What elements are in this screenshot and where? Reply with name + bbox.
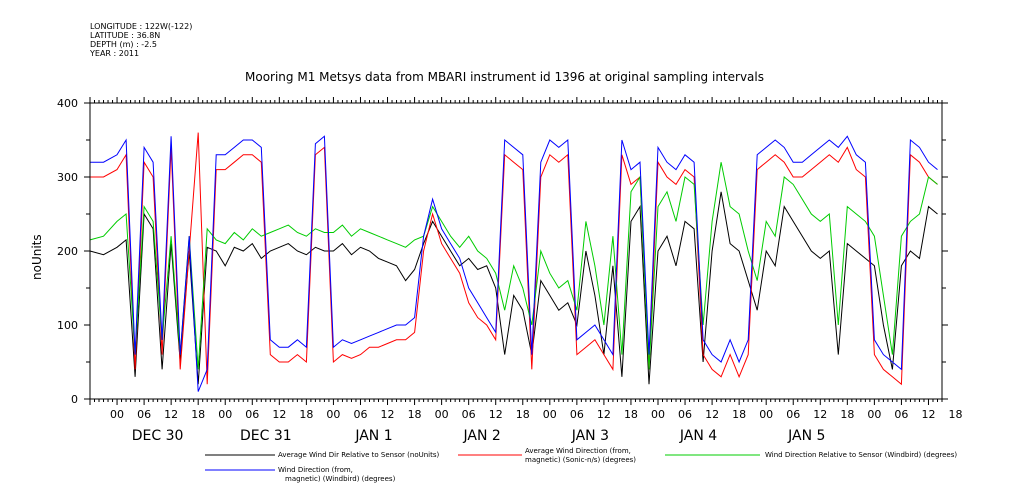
- x-tick-label: 12: [921, 408, 935, 421]
- x-tick-label: 00: [543, 408, 557, 421]
- x-tick-label: 06: [137, 408, 151, 421]
- x-tick-label: 18: [516, 408, 530, 421]
- x-tick-label: 12: [489, 408, 503, 421]
- x-tick-label: 18: [408, 408, 422, 421]
- series-layer: [89, 132, 938, 392]
- legend-label-red-1: Average Wind Direction (from,: [525, 447, 631, 455]
- x-tick-label: 00: [759, 408, 773, 421]
- meta-longitude: LONGITUDE : 122W(-122): [90, 22, 193, 31]
- chart-title: Mooring M1 Metsys data from MBARI instru…: [245, 70, 764, 84]
- x-tick-label: 18: [949, 408, 963, 421]
- meta-year: YEAR : 2011: [90, 49, 140, 58]
- x-tick-label: 12: [597, 408, 611, 421]
- series-line-4: [90, 135, 938, 392]
- series-line-3: [89, 162, 938, 370]
- x-tick-label: 00: [110, 408, 124, 421]
- day-label: JAN 3: [571, 428, 609, 444]
- day-label: DEC 30: [132, 428, 184, 444]
- legend-label-green: Wind Direction Relative to Sensor (Windb…: [765, 451, 958, 459]
- day-label: DEC 31: [240, 428, 292, 444]
- x-tick-label: 00: [326, 408, 340, 421]
- series-line-1: [89, 191, 938, 385]
- day-label: JAN 2: [463, 428, 501, 444]
- meta-latitude: LATITUDE : 36.8N: [90, 31, 161, 40]
- x-tick-label: 06: [894, 408, 908, 421]
- x-tick-label: 06: [570, 408, 584, 421]
- y-tick-label: 300: [57, 171, 78, 184]
- x-tick-label: 06: [678, 408, 692, 421]
- x-tick-label: 06: [462, 408, 476, 421]
- legend-lines: [205, 454, 760, 471]
- y-axis-label: noUnits: [30, 234, 44, 280]
- x-tick-label: 06: [245, 408, 259, 421]
- x-tick-label: 12: [705, 408, 719, 421]
- day-label: JAN 1: [354, 428, 392, 444]
- x-tick-label: 00: [435, 408, 449, 421]
- legend-label-black: Average Wind Dir Relative to Sensor (noU…: [278, 451, 440, 459]
- x-tick-label: 06: [786, 408, 800, 421]
- day-label: JAN 4: [679, 428, 717, 444]
- x-tick-label: 00: [651, 408, 665, 421]
- axes-layer: 0 100 200 300 400 00 06 12 18 00 06 12 18 00 06 12 18 00 0…: [57, 97, 963, 444]
- x-tick-label: 18: [624, 408, 638, 421]
- x-tick-label: 12: [272, 408, 286, 421]
- y-tick-label: 0: [71, 393, 78, 406]
- day-label: JAN 5: [787, 428, 825, 444]
- x-tick-label: 18: [732, 408, 746, 421]
- x-tick-label: 12: [813, 408, 827, 421]
- meta-depth: DEPTH (m) : -2.5: [90, 40, 157, 49]
- x-tick-label: 18: [299, 408, 313, 421]
- legend-label-red-2: magnetic) (Sonic-n/s) (degrees): [525, 456, 637, 464]
- x-tick-label: 00: [218, 408, 232, 421]
- x-tick-label: 18: [840, 408, 854, 421]
- x-tick-label: 06: [353, 408, 367, 421]
- legend-label-blue-2: magnetic) (Windbird) (degrees): [285, 475, 396, 483]
- series-line-2: [90, 132, 938, 386]
- y-tick-label: 100: [57, 319, 78, 332]
- x-tick-label: 18: [191, 408, 205, 421]
- x-tick-label: 00: [867, 408, 881, 421]
- plot-frame: [89, 102, 943, 400]
- x-tick-label: 12: [164, 408, 178, 421]
- legend-label-blue-1: Wind Direction (from,: [278, 466, 353, 474]
- y-tick-label: 200: [57, 245, 78, 258]
- y-tick-label: 400: [57, 97, 78, 110]
- x-tick-label: 12: [381, 408, 395, 421]
